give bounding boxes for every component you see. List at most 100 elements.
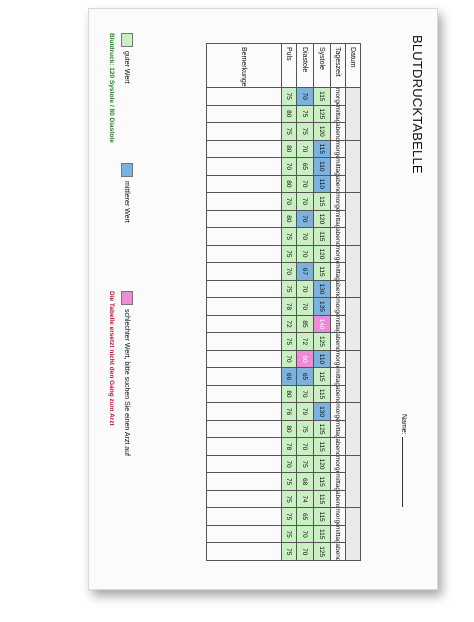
- remarks-cell[interactable]: [206, 332, 282, 351]
- time-cell[interactable]: abends: [330, 542, 346, 561]
- pulse-cell[interactable]: 78: [281, 437, 297, 456]
- diastole-cell[interactable]: 65: [296, 157, 314, 176]
- systole-cell[interactable]: 140: [313, 315, 331, 333]
- time-cell[interactable]: mittags: [330, 105, 346, 123]
- remarks-cell[interactable]: [206, 472, 282, 491]
- time-cell[interactable]: mittags: [330, 262, 346, 281]
- systole-cell[interactable]: 120: [313, 245, 331, 263]
- remarks-cell[interactable]: [206, 507, 282, 526]
- date-cell[interactable]: [345, 87, 361, 141]
- time-cell[interactable]: abends: [330, 122, 346, 141]
- remarks-cell[interactable]: [206, 402, 282, 421]
- pulse-cell[interactable]: 80: [281, 105, 297, 123]
- remarks-cell[interactable]: [206, 315, 282, 333]
- systole-cell[interactable]: 115: [313, 437, 331, 456]
- time-cell[interactable]: abends: [330, 490, 346, 508]
- time-cell[interactable]: morgens: [330, 192, 346, 211]
- systole-cell[interactable]: 130: [313, 402, 331, 421]
- time-cell[interactable]: abends: [330, 332, 346, 351]
- diastole-cell[interactable]: 70: [296, 87, 314, 106]
- date-cell[interactable]: [345, 140, 361, 193]
- pulse-cell[interactable]: 75: [281, 525, 297, 543]
- systole-cell[interactable]: 115: [313, 507, 331, 526]
- systole-cell[interactable]: 115: [313, 140, 331, 158]
- pulse-cell[interactable]: 80: [281, 420, 297, 438]
- time-cell[interactable]: mittags: [330, 525, 346, 543]
- systole-cell[interactable]: 115: [313, 227, 331, 246]
- remarks-cell[interactable]: [206, 262, 282, 281]
- pulse-cell[interactable]: 70: [281, 455, 297, 473]
- systole-cell[interactable]: 115: [313, 192, 331, 211]
- time-cell[interactable]: mittags: [330, 315, 346, 333]
- pulse-cell[interactable]: 76: [281, 402, 297, 421]
- systole-cell[interactable]: 115: [313, 385, 331, 403]
- diastole-cell[interactable]: 65: [296, 507, 314, 526]
- systole-cell[interactable]: 115: [313, 525, 331, 543]
- time-cell[interactable]: abends: [330, 227, 346, 246]
- diastole-cell[interactable]: 70: [296, 280, 314, 298]
- systole-cell[interactable]: 120: [313, 122, 331, 141]
- pulse-cell[interactable]: 75: [281, 542, 297, 561]
- remarks-cell[interactable]: [206, 227, 282, 246]
- remarks-cell[interactable]: [206, 210, 282, 228]
- pulse-cell[interactable]: 75: [281, 332, 297, 351]
- remarks-cell[interactable]: [206, 385, 282, 403]
- pulse-cell[interactable]: 75: [281, 245, 297, 263]
- systole-cell[interactable]: 115: [313, 490, 331, 508]
- diastole-cell[interactable]: 85: [296, 315, 314, 333]
- diastole-cell[interactable]: 70: [296, 140, 314, 158]
- time-cell[interactable]: morgens: [330, 350, 346, 368]
- pulse-cell[interactable]: 78: [281, 297, 297, 316]
- pulse-cell[interactable]: 66: [281, 367, 297, 386]
- pulse-cell[interactable]: 70: [281, 157, 297, 176]
- systole-cell[interactable]: 125: [313, 542, 331, 561]
- pulse-cell[interactable]: 70: [281, 350, 297, 368]
- remarks-cell[interactable]: [206, 140, 282, 158]
- time-cell[interactable]: mittags: [330, 420, 346, 438]
- time-cell[interactable]: abends: [330, 385, 346, 403]
- remarks-cell[interactable]: [206, 525, 282, 543]
- pulse-cell[interactable]: 80: [281, 140, 297, 158]
- time-cell[interactable]: mittags: [330, 367, 346, 386]
- date-cell[interactable]: [345, 192, 361, 246]
- diastole-cell[interactable]: 70: [296, 192, 314, 211]
- systole-cell[interactable]: 130: [313, 280, 331, 298]
- date-cell[interactable]: [345, 245, 361, 298]
- date-cell[interactable]: [345, 507, 361, 561]
- pulse-cell[interactable]: 75: [281, 472, 297, 491]
- diastole-cell[interactable]: 70: [296, 437, 314, 456]
- pulse-cell[interactable]: 80: [281, 210, 297, 228]
- remarks-cell[interactable]: [206, 105, 282, 123]
- pulse-cell[interactable]: 70: [281, 192, 297, 211]
- diastole-cell[interactable]: 70: [296, 245, 314, 263]
- systole-cell[interactable]: 115: [313, 472, 331, 491]
- diastole-cell[interactable]: 70: [296, 297, 314, 316]
- time-cell[interactable]: morgens: [330, 507, 346, 526]
- systole-cell[interactable]: 115: [313, 262, 331, 281]
- remarks-cell[interactable]: [206, 175, 282, 193]
- diastole-cell[interactable]: 79: [296, 402, 314, 421]
- time-cell[interactable]: morgens: [330, 402, 346, 421]
- systole-cell[interactable]: 110: [313, 175, 331, 193]
- pulse-cell[interactable]: 75: [281, 227, 297, 246]
- time-cell[interactable]: mittags: [330, 210, 346, 228]
- pulse-cell[interactable]: 75: [281, 507, 297, 526]
- systole-cell[interactable]: 120: [313, 210, 331, 228]
- date-cell[interactable]: [345, 402, 361, 456]
- systole-cell[interactable]: 110: [313, 350, 331, 368]
- time-cell[interactable]: mittags: [330, 157, 346, 176]
- remarks-cell[interactable]: [206, 280, 282, 298]
- remarks-cell[interactable]: [206, 157, 282, 176]
- remarks-cell[interactable]: [206, 87, 282, 106]
- diastole-cell[interactable]: 67: [296, 262, 314, 281]
- pulse-cell[interactable]: 75: [281, 87, 297, 106]
- diastole-cell[interactable]: 70: [296, 542, 314, 561]
- remarks-cell[interactable]: [206, 420, 282, 438]
- time-cell[interactable]: morgens: [330, 245, 346, 263]
- diastole-cell[interactable]: 75: [296, 420, 314, 438]
- pulse-cell[interactable]: 80: [281, 385, 297, 403]
- diastole-cell[interactable]: 75: [296, 122, 314, 141]
- pulse-cell[interactable]: 75: [281, 280, 297, 298]
- systole-cell[interactable]: 110: [313, 157, 331, 176]
- remarks-cell[interactable]: [206, 367, 282, 386]
